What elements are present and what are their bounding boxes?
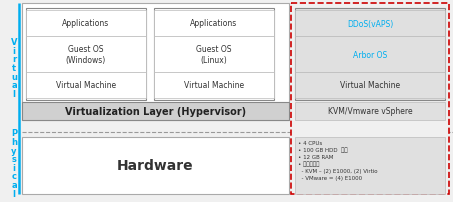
Text: P
h
y
s
i
c
a
l: P h y s i c a l [11,129,17,198]
Bar [295,9,445,101]
Text: Arbor OS: Arbor OS [353,50,387,59]
Text: • 4 CPUs
• 100 GB HDD  공간
• 12 GB RAM
• 인터페이스
  - KVM – (2) E1000, (2) Virtio
  : • 4 CPUs • 100 GB HDD 공간 • 12 GB RAM • 인… [298,140,378,180]
Text: Applications: Applications [63,19,110,28]
Bar [22,4,289,120]
Bar [295,11,445,37]
Text: Guest OS
(Windows): Guest OS (Windows) [66,45,106,64]
Bar [295,73,445,99]
Bar [154,37,274,73]
Bar [295,137,445,194]
Bar [22,137,289,194]
Bar [26,73,146,99]
Text: Virtual Machine: Virtual Machine [56,81,116,90]
Bar [26,11,146,37]
Text: Virtual Machine: Virtual Machine [184,81,244,90]
Bar [295,37,445,73]
Text: Guest OS
(Linux): Guest OS (Linux) [196,45,232,64]
Bar [22,102,289,120]
Text: Virtualization Layer (Hypervisor): Virtualization Layer (Hypervisor) [65,106,246,116]
Text: Applications: Applications [190,19,238,28]
Bar [26,37,146,73]
Bar [154,11,274,37]
Text: Virtual Machine: Virtual Machine [340,81,400,90]
Text: Hardware: Hardware [117,159,194,173]
Bar [26,9,146,101]
Text: DDoS(vAPS): DDoS(vAPS) [347,19,393,28]
Bar [154,73,274,99]
Bar [291,4,449,194]
Text: KVM/Vmware vSphere: KVM/Vmware vSphere [328,107,412,116]
Bar [154,9,274,101]
Bar [295,102,445,120]
Text: V
i
r
t
u
a
l: V i r t u a l [11,38,17,98]
